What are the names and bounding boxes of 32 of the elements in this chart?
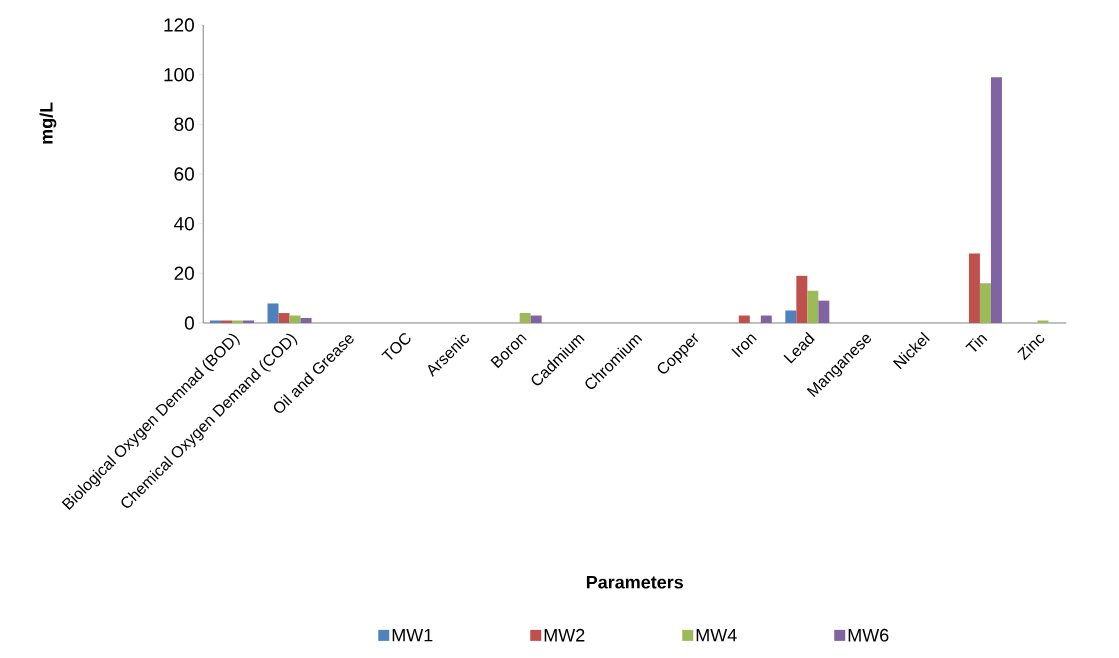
x-axis-title: Parameters xyxy=(586,575,684,589)
x-tick-label: Zinc xyxy=(1017,334,1045,361)
bar xyxy=(968,253,980,323)
bar xyxy=(990,77,1002,323)
legend-label: MW6 xyxy=(848,628,889,642)
y-tick-label: 100 xyxy=(164,67,194,82)
bar xyxy=(807,290,819,323)
legend-label: MW4 xyxy=(696,628,737,642)
bar xyxy=(979,283,991,323)
bar xyxy=(738,315,750,323)
bar xyxy=(760,315,772,323)
y-tick-label: 60 xyxy=(174,167,194,181)
bar xyxy=(785,310,797,323)
bar xyxy=(519,313,531,323)
y-tick-label: 120 xyxy=(164,18,194,32)
bar xyxy=(796,275,808,323)
bar xyxy=(278,313,290,323)
legend-label: MW2 xyxy=(544,628,585,642)
bar xyxy=(818,300,830,323)
y-tick-label: 20 xyxy=(174,266,194,281)
y-tick-label: 0 xyxy=(184,316,194,330)
bar xyxy=(300,318,312,323)
legend-label: MW1 xyxy=(392,628,433,642)
x-tick-label: TOC xyxy=(381,333,411,360)
bar xyxy=(289,315,301,323)
bar xyxy=(530,315,542,323)
y-tick-label: 80 xyxy=(174,117,194,132)
x-tick-label: Tin xyxy=(965,334,988,352)
y-axis-title: mg/L xyxy=(39,102,57,144)
bar xyxy=(267,303,279,323)
x-tick-label: Iron xyxy=(731,334,757,358)
y-tick-label: 40 xyxy=(174,216,194,231)
